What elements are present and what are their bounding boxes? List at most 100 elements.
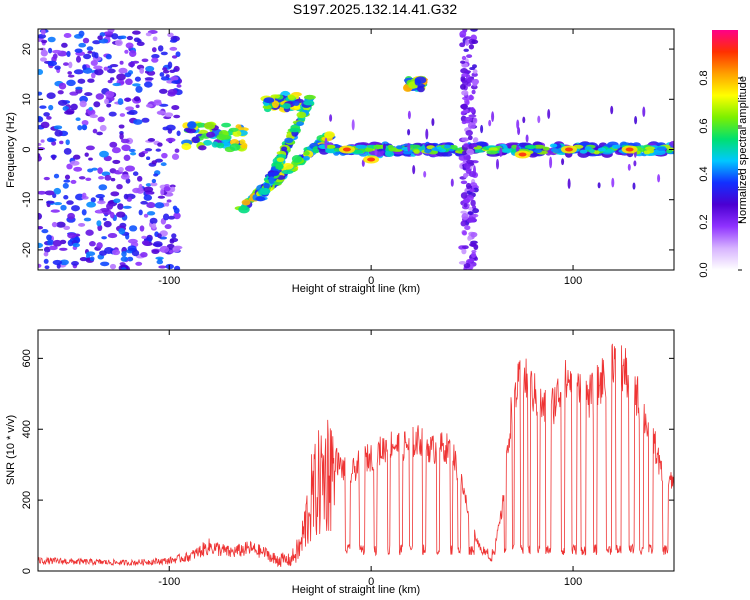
spectrogram-feature-7 bbox=[463, 162, 471, 169]
spectrogram-feature-5 bbox=[593, 150, 600, 155]
spectrogram-feature-0 bbox=[88, 157, 93, 161]
spectrogram-feature-0 bbox=[139, 225, 145, 232]
spectrogram-feature-5 bbox=[409, 144, 421, 149]
spectrogram-feature-5 bbox=[407, 142, 411, 152]
spectrogram-feature-5 bbox=[443, 144, 451, 149]
spectrogram-feature-6 bbox=[417, 85, 425, 93]
spectrogram-feature-5 bbox=[402, 150, 413, 155]
spectrogram-feature-0 bbox=[118, 228, 126, 235]
spectrogram-feature-0 bbox=[99, 207, 110, 213]
spectrogram-feature-0 bbox=[143, 213, 149, 218]
spectrogram-feature-1 bbox=[191, 136, 200, 144]
spectrogram-feature-0 bbox=[40, 139, 45, 143]
spectrogram-feature-0 bbox=[109, 141, 118, 148]
spectrogram-feature-0 bbox=[89, 256, 95, 262]
spectrogram-feature-0 bbox=[111, 249, 121, 256]
spectrogram-feature-7 bbox=[463, 48, 469, 52]
snr-x-tick-label: -100 bbox=[158, 576, 180, 588]
spectrogram-feature-7 bbox=[469, 94, 474, 101]
spectrogram-feature-0 bbox=[112, 82, 121, 87]
spectrogram-feature-7 bbox=[466, 159, 475, 164]
spectrogram-feature-1 bbox=[203, 121, 216, 130]
spectrogram-feature-0 bbox=[70, 179, 77, 184]
spectrogram-feature-0 bbox=[125, 165, 135, 172]
spectrogram-feature-0 bbox=[47, 36, 56, 43]
spectrogram-feature-0 bbox=[107, 79, 113, 84]
spectrogram-feature-0 bbox=[101, 236, 107, 240]
spectrogram-feature-3 bbox=[260, 187, 271, 195]
spectrogram-feature-5 bbox=[388, 147, 397, 152]
spectrogram-feature-0 bbox=[53, 202, 62, 206]
spectrogram-feature-0 bbox=[125, 178, 131, 184]
spectrogram-feature-0 bbox=[115, 211, 126, 218]
spectrogram-feature-0 bbox=[130, 151, 137, 156]
spectrogram-feature-0 bbox=[166, 199, 172, 203]
spectrogram-feature-0 bbox=[85, 145, 95, 151]
spectrogram-feature-0 bbox=[104, 98, 109, 105]
spectrogram-feature-0 bbox=[59, 259, 69, 266]
spectrogram-feature-5 bbox=[516, 145, 519, 153]
spectrogram-feature-0 bbox=[125, 106, 134, 111]
spectrogram-feature-0 bbox=[78, 176, 86, 180]
spectrogram-feature-0 bbox=[121, 267, 127, 270]
spectrogram-feature-5 bbox=[610, 105, 614, 115]
spectrogram-feature-5 bbox=[524, 144, 537, 149]
spectrogram-peak-core bbox=[565, 147, 573, 152]
spectrogram-feature-0 bbox=[93, 65, 103, 70]
spectrogram-feature-0 bbox=[128, 225, 138, 232]
spectrogram-feature-0 bbox=[87, 168, 94, 173]
spectrogram-feature-5 bbox=[407, 128, 411, 136]
spectrogram-feature-7 bbox=[471, 39, 479, 45]
spectrogram-feature-0 bbox=[99, 124, 107, 132]
figure-title: S197.2025.132.14.41.G32 bbox=[293, 1, 457, 17]
spectrogram-feature-0 bbox=[48, 104, 54, 111]
spectrogram-feature-0 bbox=[141, 117, 150, 123]
spectrogram-feature-3 bbox=[289, 127, 301, 133]
spectrogram-feature-7 bbox=[461, 248, 467, 255]
spectrogram-feature-0 bbox=[86, 251, 96, 257]
spectrogram-feature-0 bbox=[118, 124, 125, 129]
spectrogram-feature-0 bbox=[134, 76, 141, 82]
spectrogram-feature-0 bbox=[97, 116, 105, 123]
spectrogram-feature-0 bbox=[117, 203, 124, 210]
spectrogram-feature-5 bbox=[549, 156, 553, 169]
spectrogram-feature-5 bbox=[551, 149, 564, 154]
spectrogram-feature-5 bbox=[325, 144, 336, 149]
spectrogram-feature-0 bbox=[38, 91, 43, 96]
spectrogram-feature-7 bbox=[468, 258, 475, 263]
spectrogram-feature-0 bbox=[60, 204, 67, 211]
spectrogram-feature-0 bbox=[75, 117, 81, 122]
spectrogram-feature-0 bbox=[81, 119, 89, 126]
spectrogram-feature-5 bbox=[588, 148, 595, 153]
spectrogram-feature-0 bbox=[41, 228, 49, 234]
spectrogram-feature-0 bbox=[43, 176, 50, 181]
spectrogram-feature-0 bbox=[38, 33, 47, 39]
spectrogram-feature-7 bbox=[462, 198, 471, 204]
spectrogram-feature-0 bbox=[109, 77, 115, 81]
spectrogram-feature-0 bbox=[171, 104, 180, 111]
spectrogram-feature-0 bbox=[138, 183, 143, 191]
spectrogram-feature-0 bbox=[62, 182, 69, 189]
spectrogram-feature-7 bbox=[460, 220, 467, 227]
spectrogram-feature-7 bbox=[471, 72, 478, 77]
spectrogram-feature-0 bbox=[49, 138, 57, 142]
spectrogram-feature-7 bbox=[468, 171, 477, 178]
spectrogram-feature-7 bbox=[464, 116, 473, 122]
spectrogram-feature-0 bbox=[51, 221, 58, 228]
spectrogram-feature-0 bbox=[119, 60, 124, 65]
spectrogram-feature-3 bbox=[276, 157, 285, 163]
spectrogram-feature-0 bbox=[75, 55, 82, 63]
spectrogram-feature-3 bbox=[303, 94, 316, 100]
spectrogram-feature-0 bbox=[43, 258, 49, 264]
spectrogram-feature-0 bbox=[110, 191, 120, 197]
spectrogram-feature-0 bbox=[78, 42, 87, 48]
spectrogram-feature-0 bbox=[88, 106, 93, 111]
spectrogram-feature-0 bbox=[167, 61, 173, 69]
spectrogram-feature-0 bbox=[129, 50, 137, 57]
spectrogram-feature-3 bbox=[275, 163, 282, 171]
spectrogram-feature-0 bbox=[119, 133, 124, 140]
spectrogram-feature-5 bbox=[611, 177, 615, 188]
spectrogram-feature-0 bbox=[70, 103, 78, 111]
